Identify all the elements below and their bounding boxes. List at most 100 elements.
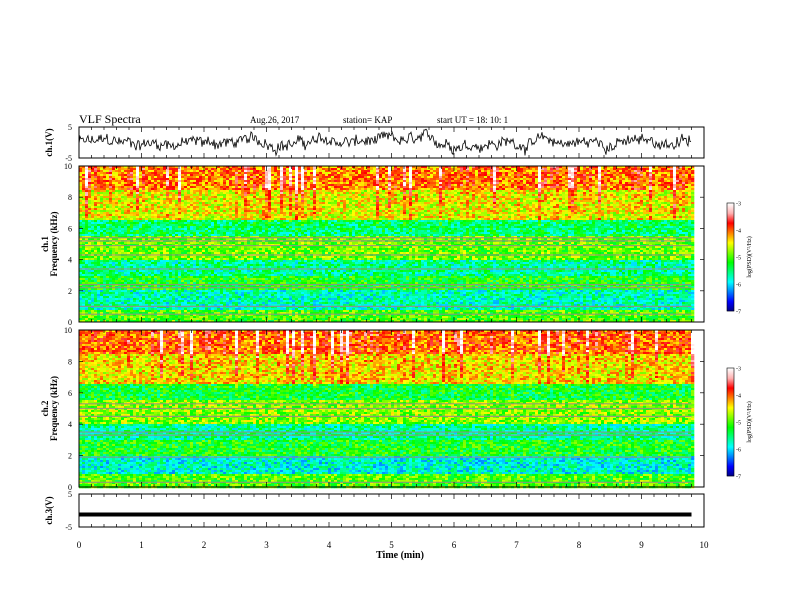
spectrogram-cell: [463, 192, 467, 195]
spectrogram-cell: [151, 192, 155, 195]
spectrogram-cell: [367, 172, 371, 175]
spectrogram-cell: [676, 210, 680, 213]
spectrogram-cell: [142, 200, 146, 203]
spectrogram-cell: [424, 170, 428, 173]
spectrogram-cell: [400, 176, 404, 179]
spectrogram-cell: [625, 184, 629, 187]
spectrogram-cell: [181, 188, 185, 191]
spectrogram-cell: [133, 170, 137, 173]
spectrogram-cell: [481, 206, 485, 209]
spectrogram-cell: [562, 200, 566, 203]
spectrogram-cell: [508, 196, 512, 199]
spectrogram-cell: [427, 186, 431, 189]
spectrogram-cell: [229, 192, 233, 195]
spectrogram-cell: [472, 210, 476, 213]
spectrogram-cell: [619, 186, 623, 189]
spectrogram-cell: [661, 170, 665, 173]
spectrogram-cell: [277, 184, 281, 187]
spectrogram-cell: [562, 188, 566, 191]
spectrogram-cell: [418, 182, 422, 185]
spectrogram-cell: [184, 196, 188, 199]
spectrogram-cell: [109, 198, 113, 201]
spectrogram-cell: [178, 174, 182, 177]
spectrogram-cell: [163, 202, 167, 205]
spectrogram-cell: [271, 208, 275, 211]
spectrogram-cell: [409, 208, 413, 211]
spectrogram-cell: [427, 206, 431, 209]
spectrogram-cell: [433, 194, 437, 197]
spectrogram-cell: [679, 204, 683, 207]
spectrogram-cell: [490, 184, 494, 187]
spectrogram-cell: [640, 202, 644, 205]
spectrogram-cell: [634, 208, 638, 211]
spectrogram-cell: [115, 170, 119, 173]
spectrogram-cell: [208, 200, 212, 203]
spectrogram-cell: [217, 208, 221, 211]
spectrogram-cell: [235, 196, 239, 199]
spectrogram-cell: [484, 192, 488, 195]
spectrogram-cell: [634, 196, 638, 199]
spectrogram-cell: [571, 172, 575, 175]
spectrogram-cell: [259, 198, 263, 201]
spectrogram-cell: [286, 166, 290, 169]
spectrogram-cell: [292, 188, 296, 191]
spectrogram-cell: [670, 196, 674, 199]
spectrogram-cell: [226, 204, 230, 207]
spectrogram-cell: [466, 172, 470, 175]
spectrogram-cell: [253, 168, 257, 171]
spectrogram-cell: [580, 168, 584, 171]
spectrogram-cell: [271, 188, 275, 191]
spectrogram-cell: [634, 170, 638, 173]
spectrogram-cell: [121, 206, 125, 209]
spectrogram-cell: [355, 202, 359, 205]
spectrogram-cell: [406, 168, 410, 171]
spectrogram-cell: [475, 204, 479, 207]
spectrogram-cell: [496, 212, 500, 215]
spectrogram-cell: [157, 196, 161, 199]
spectrogram-cell: [154, 194, 158, 197]
spectrogram-cell: [166, 208, 170, 211]
spectrogram-cell: [352, 180, 356, 183]
spectrogram-cell: [337, 190, 341, 193]
spectrogram-cell: [277, 196, 281, 199]
spectrogram-cell: [226, 190, 230, 193]
spectrogram-cell: [478, 168, 482, 171]
spectrogram-cell: [172, 192, 176, 195]
spectrogram-cell: [115, 202, 119, 205]
spectrogram-cell: [499, 202, 503, 205]
spectrogram-cell: [457, 186, 461, 189]
spectrogram-cell: [673, 178, 677, 181]
spectrogram-cell: [376, 166, 380, 169]
spectrogram-cell: [607, 174, 611, 177]
spectrogram-cell: [685, 198, 689, 201]
spectrogram-cell: [265, 206, 269, 209]
spectrogram-cell: [238, 202, 242, 205]
spectrogram-cell: [346, 182, 350, 185]
spectrogram-cell: [607, 202, 611, 205]
spectrogram-cell: [277, 206, 281, 209]
spectrogram-cell: [283, 192, 287, 195]
spectrogram-cell: [682, 208, 686, 211]
spectrogram-cell: [382, 172, 386, 175]
spectrogram-cell: [271, 172, 275, 175]
spectrogram-cell: [424, 194, 428, 197]
spectrogram-cell: [670, 200, 674, 203]
spectrogram-cell: [166, 210, 170, 213]
spectrogram-cell: [655, 210, 659, 213]
spectrogram-cell: [418, 166, 422, 169]
spectrogram-cell: [256, 210, 260, 213]
spectrogram-cell: [334, 170, 338, 173]
spectrogram-cell: [367, 166, 371, 169]
spectrogram-cell: [460, 202, 464, 205]
spectrogram-cell: [520, 204, 524, 207]
spectrogram-cell: [469, 202, 473, 205]
spectrogram-cell: [271, 212, 275, 215]
spectrogram-cell: [568, 206, 572, 209]
spectrogram-cell: [388, 212, 392, 215]
spectrogram-cell: [163, 210, 167, 213]
spectrogram-cell: [118, 210, 122, 213]
spectrogram-cell: [145, 192, 149, 195]
spectrogram-cell: [535, 196, 539, 199]
spectrogram-cell: [643, 174, 647, 177]
spectrogram-cell: [88, 192, 92, 195]
